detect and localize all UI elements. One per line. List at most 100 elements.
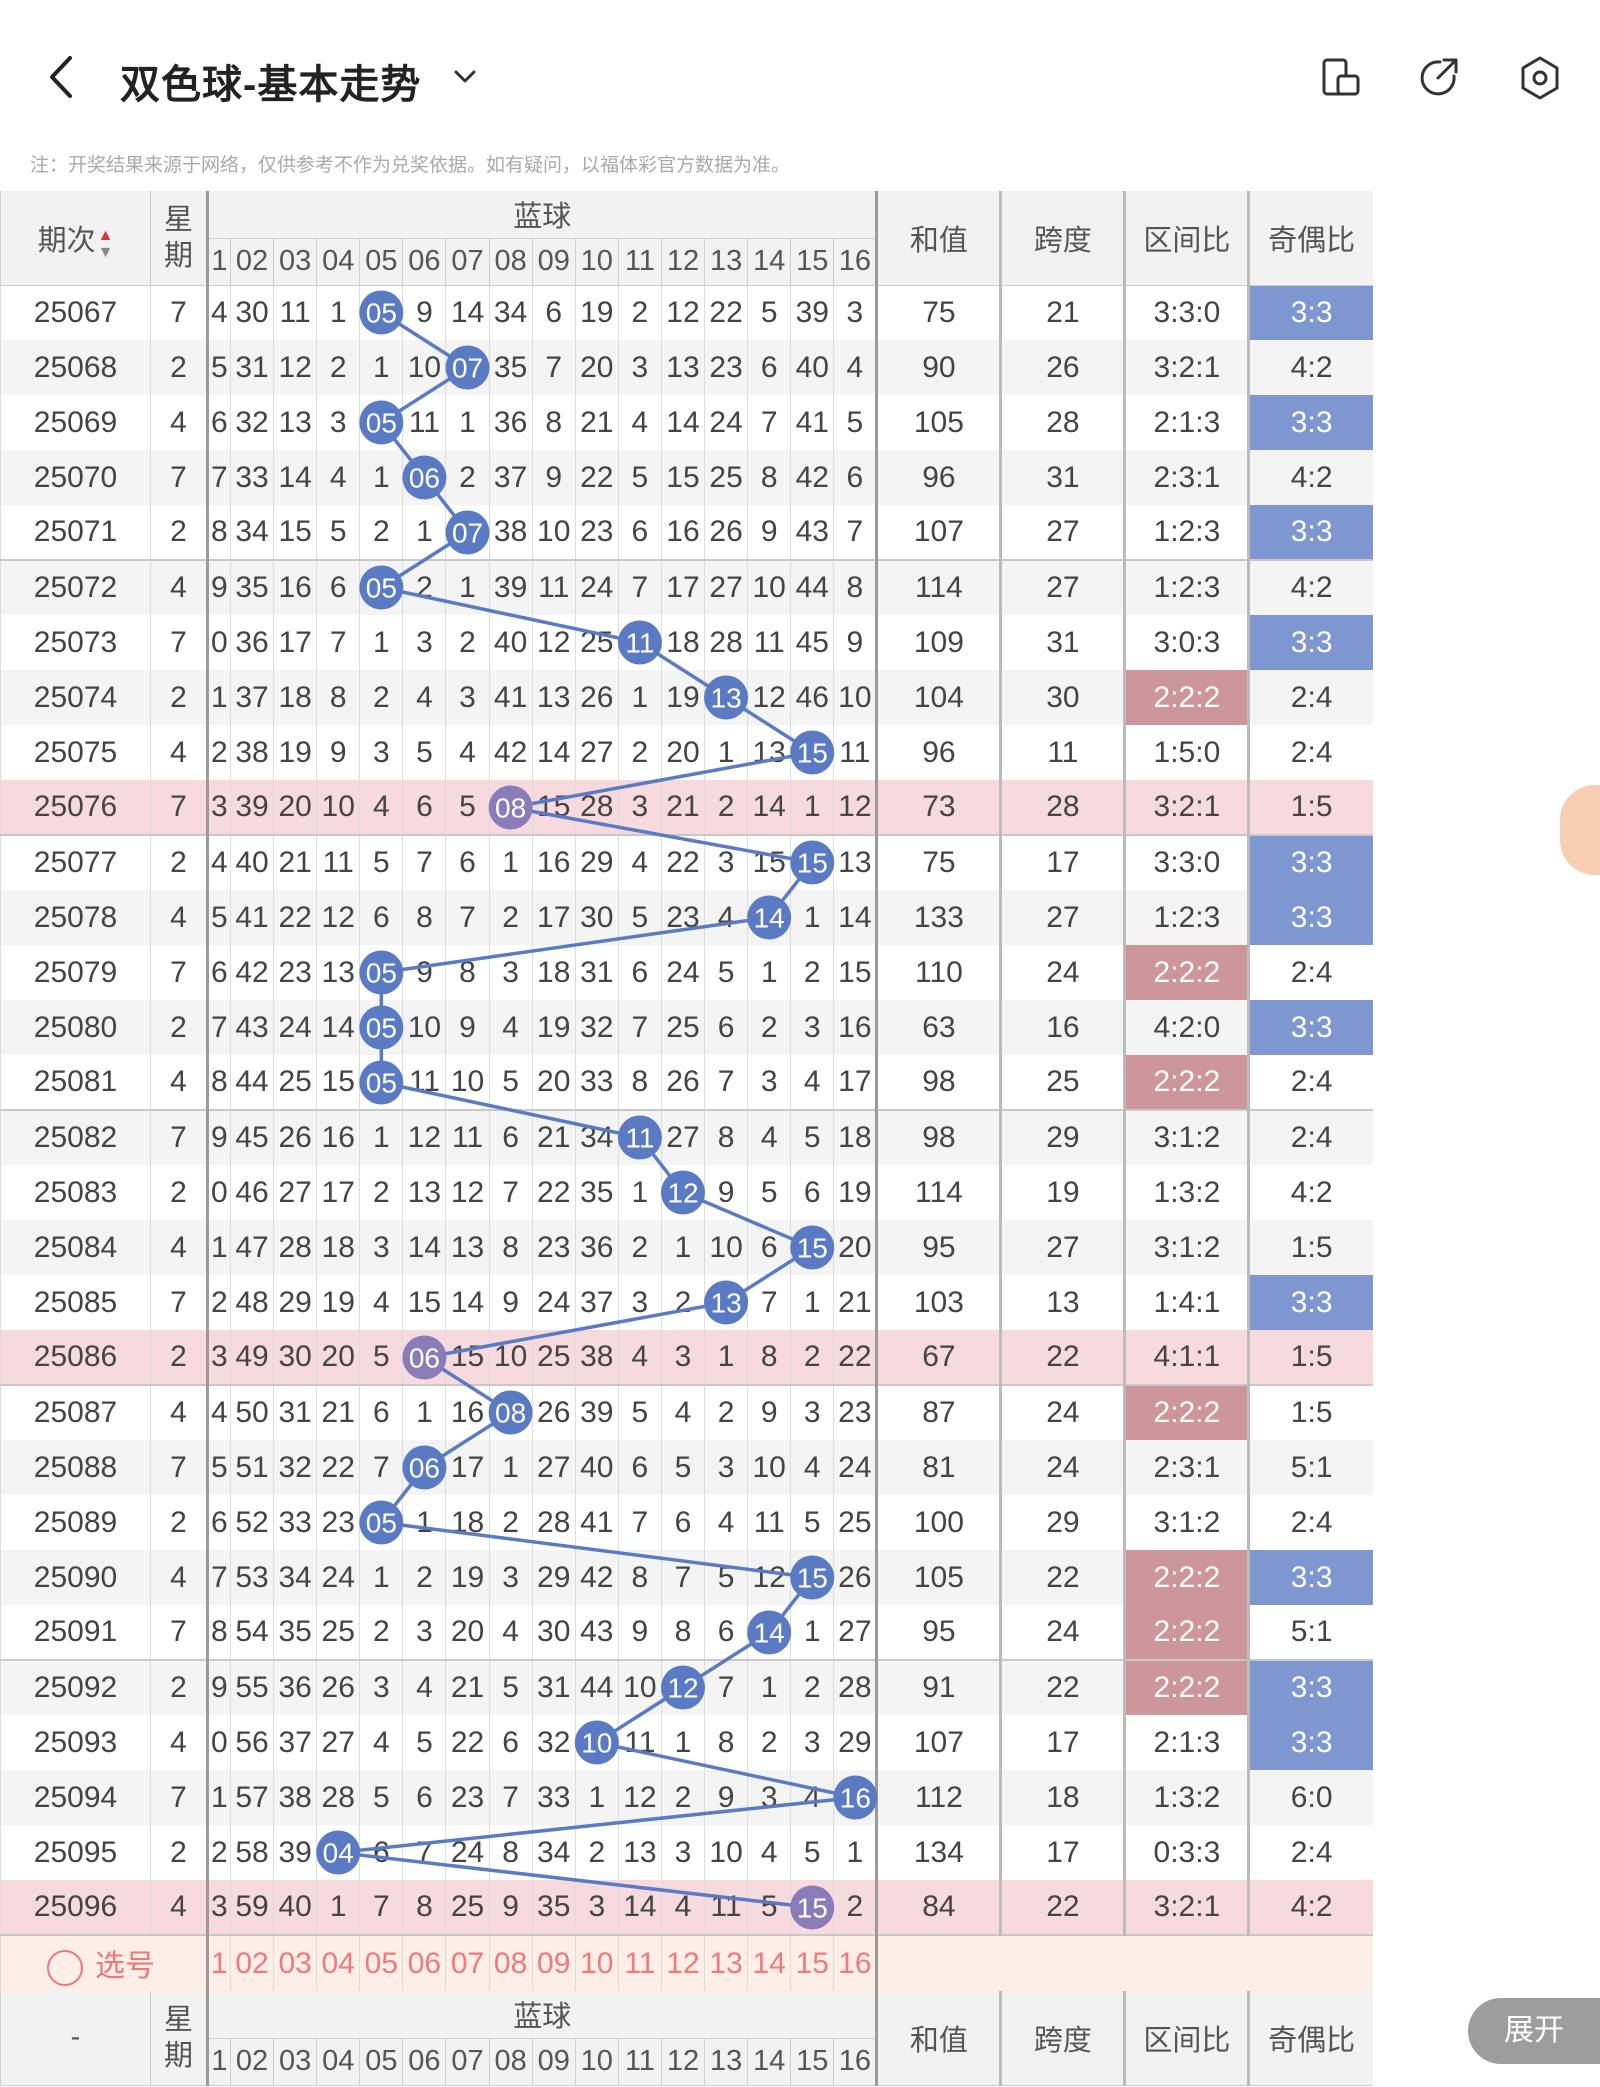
period-cell: 25094	[0, 1770, 151, 1825]
table-row[interactable]: 2508926523323051182284176411525100293:1:…	[0, 1495, 1373, 1550]
hit-cell: 06	[402, 450, 446, 505]
table-row[interactable]: 2509047533424121932942875121526105222:2:…	[0, 1550, 1373, 1605]
pick-number-toggle[interactable]: 选号	[0, 1935, 208, 1991]
pick-number-button[interactable]: 07	[445, 1935, 490, 1991]
table-row[interactable]: 250682531122110073572031323640490263:2:1…	[0, 340, 1373, 395]
omission-cell: 6	[206, 395, 231, 450]
omission-cell: 9	[316, 725, 360, 780]
table-row[interactable]: 25073703617713240122511182811459109313:0…	[0, 615, 1373, 670]
hit-cell: 13	[704, 1275, 748, 1330]
table-row[interactable]: 2508572482919415149243732137121103131:4:…	[0, 1275, 1373, 1330]
pick-number-button[interactable]: 1	[206, 1935, 231, 1991]
omission-cell: 9	[206, 1660, 231, 1715]
sort-arrows-icon[interactable]: ▲ ▼	[97, 226, 114, 261]
pick-number-button[interactable]: 03	[273, 1935, 317, 1991]
hit-cell: 06	[402, 1330, 446, 1386]
table-row[interactable]: 2506946321330511136821414247415105282:1:…	[0, 395, 1373, 450]
table-row[interactable]: 2507128341552107381023616269437107271:2:…	[0, 505, 1373, 561]
back-arrow-icon[interactable]	[40, 52, 84, 102]
zone-ratio-cell: 1:2:3	[1123, 505, 1249, 561]
omission-cell: 7	[488, 1165, 533, 1220]
table-row[interactable]: 25094715738285623733112293416112181:3:26…	[0, 1770, 1373, 1825]
omission-cell: 50	[229, 1385, 274, 1440]
omission-cell: 1	[574, 1770, 619, 1825]
omission-cell: 6	[359, 1385, 403, 1440]
omission-cell: 5	[660, 1440, 705, 1495]
table-row[interactable]: 250784541221268721730523414114133271:2:3…	[0, 890, 1373, 945]
pick-number-button[interactable]: 02	[229, 1935, 274, 1991]
share-link-icon[interactable]	[1414, 54, 1462, 102]
radio-circle-icon[interactable]	[47, 1950, 83, 1987]
pick-number-button[interactable]: 14	[747, 1935, 791, 1991]
pick-row-filler	[875, 1935, 1373, 1991]
table-row[interactable]: 25091785435252320430439861412795242:2:25…	[0, 1605, 1373, 1661]
table-row[interactable]: 250922955362634215314410127122891222:2:2…	[0, 1660, 1373, 1715]
period-header[interactable]: 期次 ▲ ▼	[0, 191, 151, 286]
table-row[interactable]: 25095225839046724834213310451134170:3:32…	[0, 1825, 1373, 1880]
floating-side-handle[interactable]	[1560, 785, 1600, 875]
dropdown-chevron-icon[interactable]	[448, 62, 482, 92]
omission-cell: 2	[790, 1330, 834, 1386]
sum-cell: 114	[875, 560, 1001, 615]
table-row[interactable]: 25074213718824341132611913124610104302:2…	[0, 670, 1373, 725]
span-cell: 29	[999, 1110, 1125, 1165]
footer-blue-number-header: 07	[445, 2038, 490, 2086]
device-icon[interactable]	[1318, 54, 1366, 102]
table-row[interactable]: 250767339201046508152832121411273283:2:1…	[0, 780, 1373, 836]
table-row[interactable]: 250797642231305983183162451215110242:2:2…	[0, 945, 1373, 1000]
period-cell: 25072	[0, 560, 151, 615]
span-cell: 24	[999, 1605, 1125, 1661]
pick-number-button[interactable]: 12	[660, 1935, 705, 1991]
span-cell: 27	[999, 560, 1125, 615]
omission-cell: 40	[574, 1440, 619, 1495]
pick-number-button[interactable]: 05	[359, 1935, 403, 1991]
table-row[interactable]: 250802743241405109419327256231663164:2:0…	[0, 1000, 1373, 1055]
omission-cell: 34	[531, 1825, 576, 1880]
pick-number-button[interactable]: 10	[574, 1935, 619, 1991]
table-row[interactable]: 25087445031216116082639542932387242:2:21…	[0, 1385, 1373, 1440]
omission-cell: 3	[660, 1330, 705, 1386]
table-row[interactable]: 250862349302050615102538431822267224:1:1…	[0, 1330, 1373, 1386]
omission-cell: 12	[445, 1165, 490, 1220]
table-row[interactable]: 250754238199354421427220113151196111:5:0…	[0, 725, 1373, 780]
oddeven-ratio-cell: 2:4	[1247, 1825, 1373, 1880]
table-row[interactable]: 250887551322270617127406531042481242:3:1…	[0, 1440, 1373, 1495]
table-row[interactable]: 2508441472818314138233621106152095273:1:…	[0, 1220, 1373, 1275]
omission-cell: 23	[316, 1495, 360, 1550]
table-row[interactable]: 250772440211157611629422315151375173:3:0…	[0, 835, 1373, 890]
omission-cell: 3	[617, 780, 662, 836]
pick-number-button[interactable]: 15	[790, 1935, 834, 1991]
pick-number-button[interactable]: 06	[402, 1935, 446, 1991]
pick-number-button[interactable]: 08	[488, 1935, 533, 1991]
oddeven-ratio-cell: 4:2	[1247, 340, 1373, 395]
omission-cell: 22	[316, 1440, 360, 1495]
table-row[interactable]: 25072493516605213911247172710448114271:2…	[0, 560, 1373, 615]
table-row[interactable]: 2508320462717213127223511295619114191:3:…	[0, 1165, 1373, 1220]
pick-number-button[interactable]: 04	[316, 1935, 360, 1991]
table-row[interactable]: 25070773314410623792251525842696312:3:14…	[0, 450, 1373, 505]
expand-button[interactable]: 展开	[1468, 1998, 1600, 2064]
sum-cell: 98	[875, 1110, 1001, 1165]
omission-cell: 5	[488, 1055, 533, 1111]
pick-number-button[interactable]: 13	[704, 1935, 748, 1991]
period-cell: 25069	[0, 395, 151, 450]
omission-cell: 1	[617, 670, 662, 725]
trend-grid[interactable]: 期次 ▲ ▼ 星期 蓝球 和值 跨度 区间比 奇偶比 1 02 03 04 05 06 07 08 09 10 11 1…	[0, 191, 1600, 2087]
week-cell: 7	[150, 615, 208, 670]
omission-cell: 10	[488, 1330, 533, 1386]
span-cell: 18	[999, 1770, 1125, 1825]
table-row[interactable]: 2508148442515051110520338267341798252:2:…	[0, 1055, 1373, 1111]
pick-number-button[interactable]: 09	[531, 1935, 576, 1991]
table-row[interactable]: 2509643594017825935314411515284223:2:14:…	[0, 1880, 1373, 1936]
week-cell: 2	[150, 670, 208, 725]
omission-cell: 5	[206, 890, 231, 945]
settings-gear-icon[interactable]	[1516, 54, 1564, 102]
table-row[interactable]: 250934056372745226321011182329107172:1:3…	[0, 1715, 1373, 1770]
span-cell: 27	[999, 890, 1125, 945]
pick-number-button[interactable]: 16	[833, 1935, 877, 1991]
table-row[interactable]: 2508279452616112116213411278451898293:1:…	[0, 1110, 1373, 1165]
page-title[interactable]: 双色球-基本走势	[120, 63, 422, 107]
omission-cell: 7	[359, 1880, 403, 1936]
table-row[interactable]: 250677430111059143461921222539375213:3:0…	[0, 285, 1373, 340]
pick-number-button[interactable]: 11	[617, 1935, 662, 1991]
